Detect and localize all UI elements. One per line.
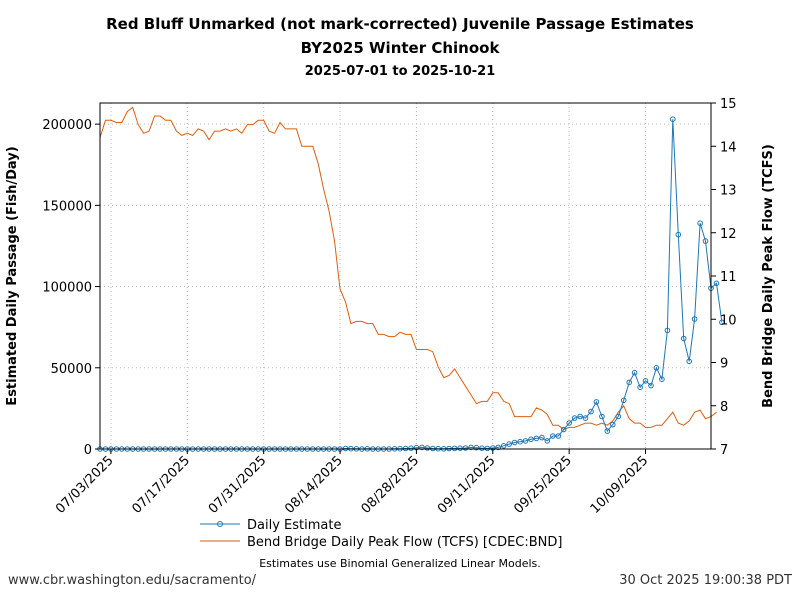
x-tick-label: 09/11/2025	[435, 453, 499, 517]
legend-estimate-label: Daily Estimate	[247, 518, 341, 533]
estimate-point	[670, 116, 676, 122]
y-tick-label-left: 100000	[42, 281, 92, 296]
estimate-point	[462, 445, 469, 451]
y-tick-label-left: 150000	[42, 199, 92, 214]
estimate-point	[686, 358, 693, 365]
estimate-point	[713, 280, 720, 287]
estimate-point	[479, 445, 485, 452]
estimate-point	[599, 413, 605, 420]
y-axis-left-label: Estimated Daily Passage (Fish/Day)	[5, 146, 20, 405]
estimate-point	[473, 444, 480, 451]
estimate-point	[457, 445, 463, 452]
estimate-point	[648, 382, 654, 389]
x-tick-label: 08/28/2025	[359, 453, 423, 517]
estimate-point	[522, 438, 529, 444]
estimate-point	[511, 439, 518, 446]
y-tick-label-right: 11	[720, 270, 737, 285]
estimate-point	[419, 444, 425, 451]
estimate-series	[97, 116, 725, 452]
y-tick-label-right: 7	[720, 443, 728, 458]
estimate-point	[560, 426, 567, 433]
estimate-point	[653, 365, 660, 371]
y-tick-label-right: 8	[720, 400, 728, 415]
model-note: Estimates use Binomial Generalized Linea…	[259, 557, 541, 570]
y-tick-label-left: 0	[84, 443, 92, 458]
estimate-point	[500, 443, 507, 449]
estimate-point	[495, 444, 502, 451]
estimate-point	[697, 220, 703, 226]
x-tick-label: 09/25/2025	[511, 453, 575, 517]
plot-frame	[99, 102, 712, 450]
estimate-point	[620, 397, 627, 404]
y-tick-label-right: 15	[720, 97, 737, 112]
estimate-point	[664, 327, 671, 334]
source-url: www.cbr.washington.edu/sacramento/	[8, 573, 257, 588]
legend-estimate-marker	[217, 521, 223, 527]
estimate-point	[637, 384, 643, 391]
y-tick-label-right: 9	[720, 357, 728, 372]
estimate-point	[577, 413, 583, 420]
y-tick-label-left: 200000	[42, 118, 92, 133]
estimate-point	[631, 369, 638, 376]
y-tick-label-left: 50000	[51, 362, 92, 377]
estimate-point	[610, 421, 616, 428]
estimate-point	[528, 436, 534, 443]
y-tick-label-right: 13	[720, 184, 737, 199]
flow-series	[99, 106, 717, 431]
estimate-point	[571, 415, 578, 421]
x-tick-label: 07/31/2025	[206, 453, 270, 517]
estimate-point	[544, 438, 551, 444]
estimate-point	[691, 316, 698, 322]
estimate-point	[702, 238, 709, 244]
estimate-point	[659, 376, 665, 383]
estimate-point	[484, 445, 491, 452]
estimate-line	[100, 119, 723, 450]
estimate-point	[451, 445, 458, 452]
estimate-point	[424, 445, 431, 451]
x-tick-label: 07/17/2025	[130, 453, 194, 517]
estimate-point	[533, 435, 540, 442]
y-tick-label-right: 12	[720, 227, 737, 242]
chart-title: Red Bluff Unmarked (not mark-corrected) …	[106, 15, 694, 33]
estimate-point	[539, 434, 545, 441]
x-tick-label: 10/09/2025	[588, 453, 652, 517]
estimate-point	[468, 444, 474, 451]
legend-flow-label: Bend Bridge Daily Peak Flow (TCFS) [CDEC…	[247, 535, 562, 550]
estimate-point	[588, 408, 594, 415]
x-tick-label: 07/03/2025	[53, 453, 117, 517]
estimate-point	[615, 413, 622, 420]
chart-date-range: 2025-07-01 to 2025-10-21	[304, 64, 496, 79]
timestamp: 30 Oct 2025 19:00:38 PDT	[619, 573, 792, 588]
grid-lines	[100, 103, 711, 449]
y-tick-label-right: 10	[720, 313, 737, 328]
y-axis-right-label: Bend Bridge Daily Peak Flow (TCFS)	[761, 144, 776, 408]
legend: Daily Estimate Bend Bridge Daily Peak Fl…	[200, 518, 562, 550]
estimate-point	[593, 399, 600, 405]
y-tick-label-right: 14	[720, 140, 737, 155]
estimate-point	[626, 379, 633, 386]
estimate-point	[719, 319, 725, 326]
estimate-point	[506, 441, 513, 447]
estimate-point	[517, 438, 523, 445]
estimate-point	[555, 433, 562, 439]
flow-line	[99, 106, 717, 431]
chart-subtitle: BY2025 Winter Chinook	[300, 39, 500, 57]
estimate-point	[680, 335, 687, 342]
axes: 07/03/2025 07/17/2025 07/31/2025 08/14/2025…	[42, 97, 736, 517]
estimate-point	[582, 415, 589, 421]
estimate-point	[566, 420, 573, 426]
x-tick-label: 08/14/2025	[282, 453, 346, 517]
estimate-point	[604, 428, 611, 434]
estimate-point	[550, 433, 556, 439]
estimate-point	[642, 378, 649, 384]
estimate-point	[408, 445, 414, 452]
estimate-point	[675, 231, 682, 238]
